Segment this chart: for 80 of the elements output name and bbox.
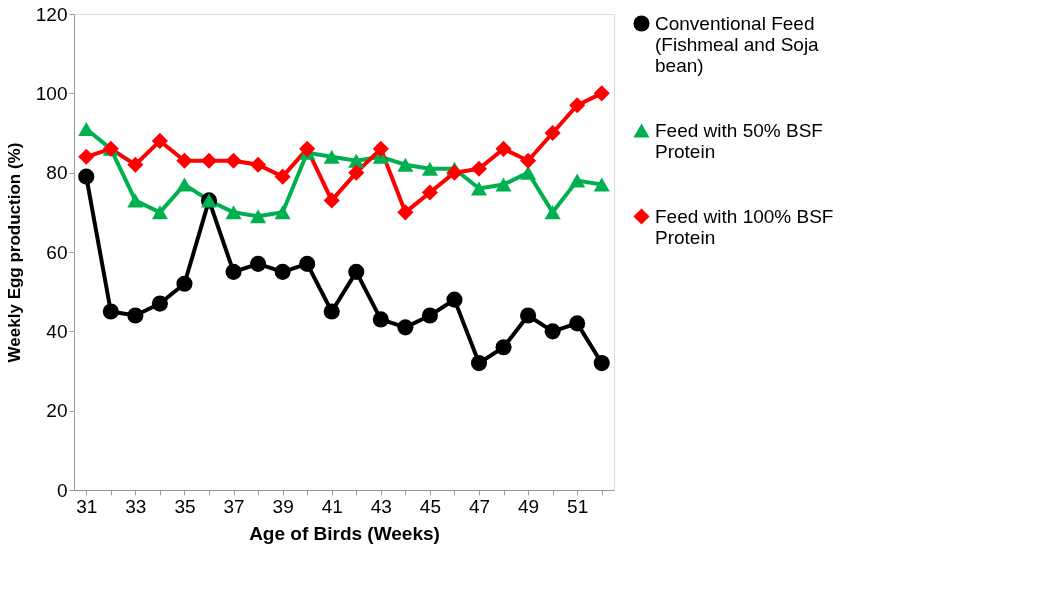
point xyxy=(446,291,463,308)
point xyxy=(372,140,389,157)
x-tick-label: 37 xyxy=(223,495,245,517)
point xyxy=(593,177,610,192)
point xyxy=(200,152,218,169)
legend-label: Feed with 50% BSF Protein xyxy=(655,119,823,162)
point xyxy=(520,152,537,169)
point xyxy=(102,303,119,320)
point xyxy=(299,140,316,157)
point xyxy=(176,275,193,292)
point xyxy=(323,149,340,164)
point xyxy=(250,255,267,272)
point xyxy=(78,148,95,165)
point xyxy=(274,168,291,185)
point xyxy=(495,177,512,192)
y-tick-label: 80 xyxy=(46,162,68,184)
point xyxy=(250,209,267,224)
x-tick-label: 43 xyxy=(370,495,392,517)
point xyxy=(225,263,242,280)
point xyxy=(495,339,512,356)
point xyxy=(593,85,610,102)
point xyxy=(372,311,389,328)
point xyxy=(176,152,193,169)
x-tick-label: 33 xyxy=(125,495,147,517)
point xyxy=(299,255,316,272)
point xyxy=(569,97,586,114)
point xyxy=(225,205,242,220)
y-tick-label: 40 xyxy=(46,320,68,342)
x-tick-label: 49 xyxy=(518,495,540,517)
point xyxy=(127,193,144,208)
point xyxy=(127,307,144,324)
point xyxy=(78,168,95,185)
point xyxy=(151,132,168,149)
point xyxy=(520,307,537,324)
y-tick-label: 20 xyxy=(46,400,68,422)
point xyxy=(348,263,365,280)
x-tick-label: 31 xyxy=(76,495,98,517)
x-axis-title: Age of Birds (Weeks) xyxy=(249,522,440,544)
point xyxy=(421,307,438,324)
x-tick-label: 35 xyxy=(174,495,196,517)
y-tick-label: 120 xyxy=(35,3,68,25)
point xyxy=(127,156,144,173)
y-axis-title: Weekly Egg production (%) xyxy=(4,142,24,363)
point xyxy=(470,160,488,177)
point xyxy=(470,181,488,196)
point xyxy=(250,156,267,173)
point xyxy=(520,165,537,180)
point xyxy=(544,205,561,220)
y-tick-label: 60 xyxy=(46,241,68,263)
point xyxy=(593,355,610,372)
point xyxy=(569,315,586,332)
point xyxy=(274,205,291,220)
point xyxy=(323,303,340,320)
point xyxy=(569,173,586,188)
point xyxy=(446,164,463,181)
legend-label: Conventional Feed (Fishmeal and Soja bean) xyxy=(655,12,820,76)
x-tick-label: 41 xyxy=(321,495,343,517)
point xyxy=(323,192,340,209)
legend-label: Feed with 100% BSF Protein xyxy=(655,205,834,248)
x-tick-label: 47 xyxy=(468,495,491,517)
point xyxy=(495,140,512,157)
point xyxy=(225,152,242,169)
point xyxy=(397,157,414,172)
point xyxy=(397,204,414,221)
point xyxy=(421,184,438,201)
point xyxy=(397,319,414,336)
point xyxy=(421,161,438,176)
x-tick-label: 45 xyxy=(419,495,441,517)
x-tick-label: 51 xyxy=(567,495,589,517)
point xyxy=(544,124,561,142)
point xyxy=(151,205,168,220)
point xyxy=(176,177,193,192)
y-tick-label: 0 xyxy=(56,479,68,501)
point xyxy=(348,164,365,181)
point xyxy=(544,323,561,340)
point xyxy=(274,263,291,280)
x-tick-label: 39 xyxy=(272,495,294,517)
point xyxy=(151,295,168,312)
point xyxy=(470,355,488,372)
y-tick-label: 100 xyxy=(35,82,68,104)
